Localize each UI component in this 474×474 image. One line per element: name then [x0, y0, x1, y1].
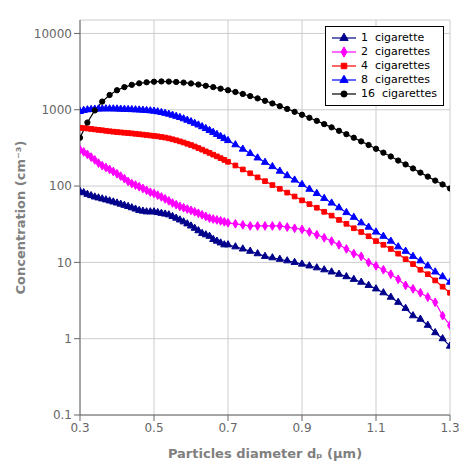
- svg-text:1.3: 1.3: [440, 421, 459, 435]
- svg-text:0.1: 0.1: [53, 408, 72, 422]
- svg-text:100: 100: [49, 179, 72, 193]
- svg-text:10000: 10000: [34, 27, 72, 41]
- html-text:16 cigarettes: 16 cigarettes: [361, 87, 437, 100]
- svg-text:1: 1: [64, 332, 72, 346]
- svg-text:1.1: 1.1: [366, 421, 385, 435]
- html-text:8 cigarettes: 8 cigarettes: [361, 73, 430, 86]
- svg-text:0.3: 0.3: [70, 421, 89, 435]
- svg-text:Concentration (cm⁻³): Concentration (cm⁻³): [13, 141, 28, 295]
- svg-text:1000: 1000: [41, 103, 72, 117]
- html-text:4 cigarettes: 4 cigarettes: [361, 59, 430, 72]
- html-text:2 cigarettes: 2 cigarettes: [361, 45, 430, 58]
- svg-text:0.7: 0.7: [218, 421, 237, 435]
- svg-text:0.9: 0.9: [292, 421, 311, 435]
- svg-text:10: 10: [57, 256, 72, 270]
- svg-text:Particles diameter dₚ (μm): Particles diameter dₚ (μm): [168, 446, 362, 461]
- html-text:1 cigarette: 1 cigarette: [361, 31, 425, 44]
- svg-text:0.5: 0.5: [144, 421, 163, 435]
